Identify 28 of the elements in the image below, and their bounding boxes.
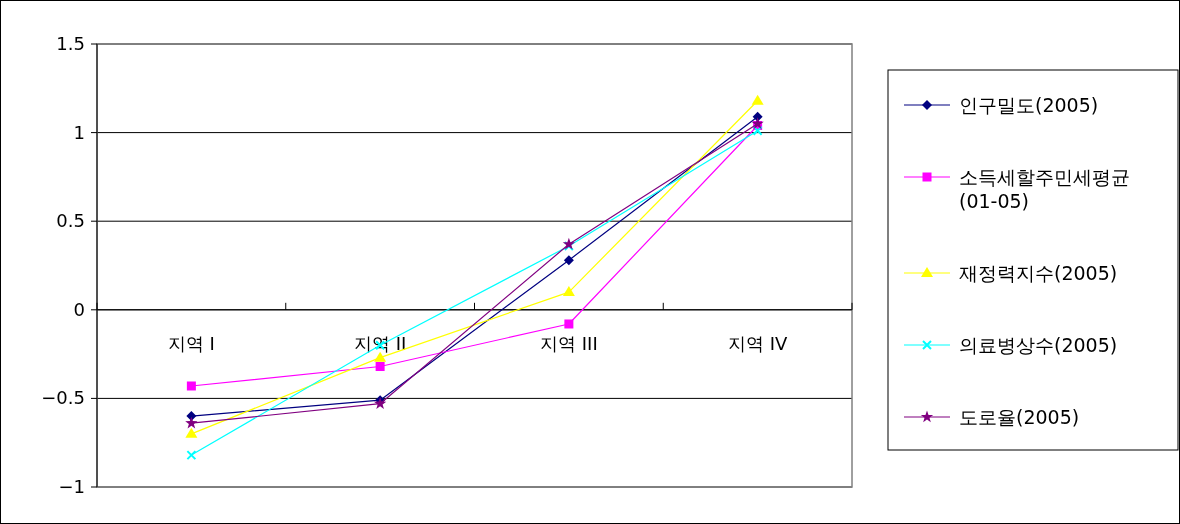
x-tick-label: 지역 II: [353, 332, 407, 354]
legend-label: 재정력지수(2005): [959, 262, 1118, 284]
y-tick-label: 1.5: [56, 33, 85, 54]
point: [562, 286, 575, 297]
point: [185, 416, 198, 429]
point: [751, 94, 764, 105]
y-tick-label: 1: [73, 121, 85, 143]
legend-label: 인구밀도(2005): [959, 94, 1099, 116]
point: [752, 125, 763, 136]
point: [562, 237, 576, 250]
point: [751, 117, 764, 129]
x-tick-label: 지역 III: [540, 332, 598, 354]
x-tick-label: 지역 IV: [727, 332, 788, 354]
y-tick-label: −0.5: [41, 387, 85, 409]
point: [563, 241, 574, 252]
point: [186, 450, 197, 461]
point: [186, 381, 196, 391]
point: [564, 319, 574, 329]
point: [375, 362, 385, 371]
y-tick-label: 0: [73, 298, 85, 320]
point: [563, 255, 574, 266]
legend-label: 도로율(2005): [959, 406, 1080, 428]
legend-label: 소득세할주민세평균(01-05): [959, 166, 1130, 212]
point: [185, 427, 198, 438]
y-tick-label: 0.5: [56, 210, 85, 232]
x-tick-label: 지역 I: [167, 332, 215, 354]
y-tick-label: −1: [58, 476, 85, 497]
legend-label: 의료병상수(2005): [959, 334, 1118, 356]
